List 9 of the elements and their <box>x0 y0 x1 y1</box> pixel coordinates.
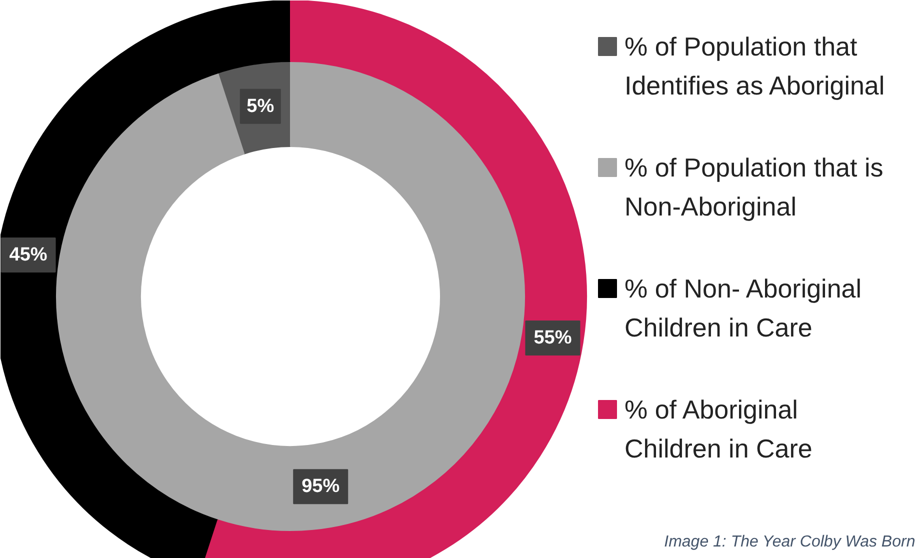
data-label: 45% <box>9 244 48 266</box>
legend-label: % of Aboriginal Children in Care <box>624 394 812 464</box>
data-label: 5% <box>246 96 274 117</box>
data-label: 55% <box>534 328 572 349</box>
data-label: 95% <box>302 476 340 498</box>
text: Image 1: The Year Colby Was Born <box>664 534 916 550</box>
legend-label: % of Population that Identifies as Aboriginal <box>624 32 885 100</box>
legend-label: % of Population that is Non-Aboriginal <box>624 152 884 222</box>
legend-label: % of Non- Aboriginal Children in Care <box>624 274 862 342</box>
